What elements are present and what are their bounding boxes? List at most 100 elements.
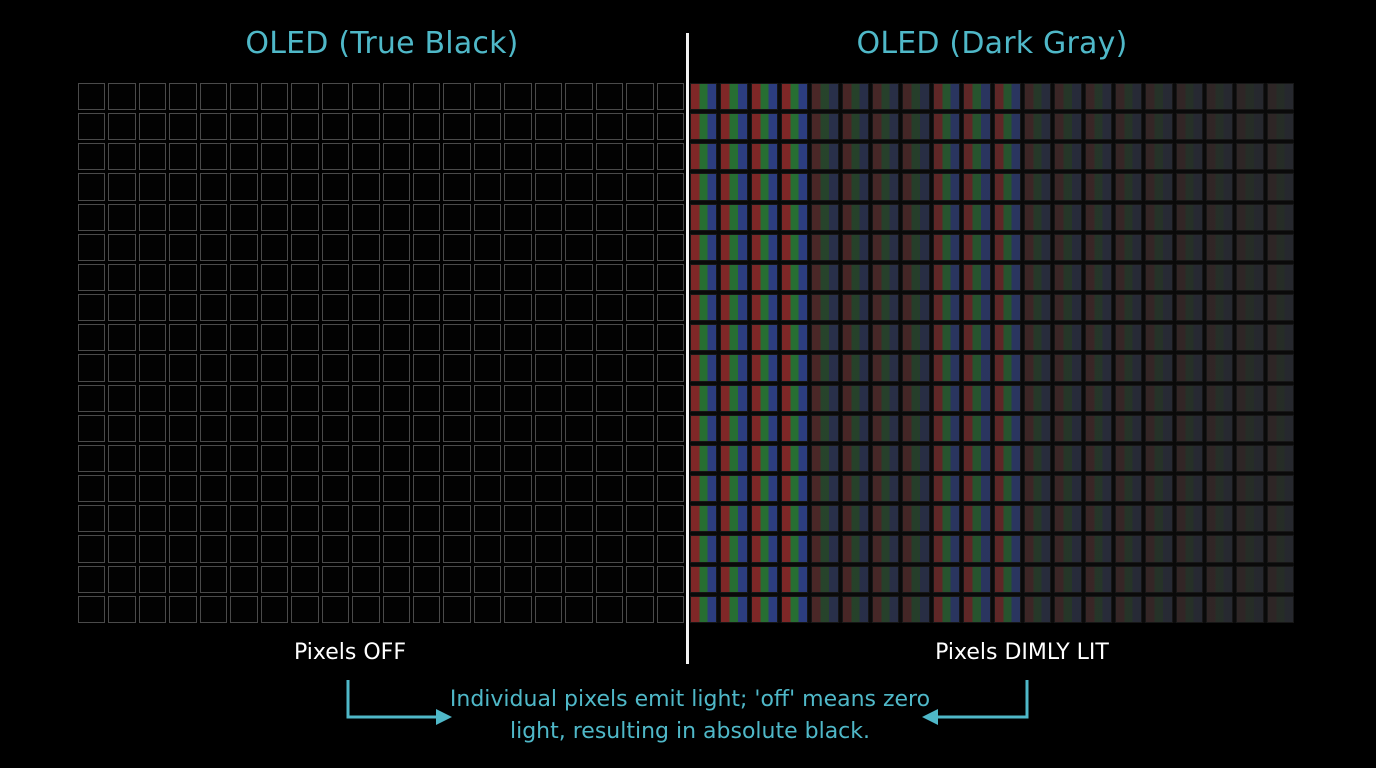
pixel-off bbox=[412, 595, 441, 623]
pixel-off bbox=[108, 173, 136, 201]
pixel-dimly-lit bbox=[781, 83, 809, 111]
pixel-off bbox=[169, 384, 197, 412]
pixel-off bbox=[78, 414, 106, 442]
pixel-off bbox=[504, 414, 532, 442]
pixel-off bbox=[565, 505, 593, 533]
pixel-dimly-lit bbox=[1084, 505, 1112, 533]
pixel-dimly-lit bbox=[1266, 294, 1294, 322]
pixel-dimly-lit bbox=[750, 475, 779, 503]
pixel-dimly-lit bbox=[841, 475, 870, 503]
pixel-dimly-lit bbox=[1084, 294, 1112, 322]
pixel-off bbox=[595, 233, 624, 261]
pixel-off bbox=[352, 203, 380, 231]
pixel-off bbox=[199, 83, 228, 111]
pixel-off bbox=[108, 203, 136, 231]
pixel-dimly-lit bbox=[1175, 113, 1203, 141]
pixel-dimly-lit bbox=[872, 294, 900, 322]
pixel-off bbox=[534, 203, 563, 231]
pixel-off bbox=[595, 324, 624, 352]
pixel-dimly-lit bbox=[781, 143, 809, 171]
pixel-off bbox=[443, 354, 471, 382]
pixel-dimly-lit bbox=[963, 475, 991, 503]
pixel-dimly-lit bbox=[1236, 354, 1264, 382]
pixel-dimly-lit bbox=[1054, 475, 1082, 503]
pixel-dimly-lit bbox=[1175, 324, 1203, 352]
pixel-off bbox=[260, 294, 289, 322]
pixel-off bbox=[443, 233, 471, 261]
pixel-dimly-lit bbox=[902, 414, 930, 442]
pixel-dimly-lit bbox=[993, 173, 1021, 201]
pixel-off bbox=[169, 354, 197, 382]
pixel-off bbox=[230, 414, 258, 442]
pixel-off bbox=[412, 233, 441, 261]
pixel-off bbox=[199, 444, 228, 473]
pixel-dimly-lit bbox=[902, 263, 930, 292]
pixel-off bbox=[352, 324, 380, 352]
pixel-off bbox=[352, 595, 380, 623]
pixel-dimly-lit bbox=[1266, 595, 1294, 623]
pixel-dimly-lit bbox=[932, 505, 961, 533]
pixel-off bbox=[382, 535, 410, 563]
pixel-off bbox=[108, 263, 136, 292]
pixel-dimly-lit bbox=[963, 414, 991, 442]
pixel-off bbox=[565, 444, 593, 473]
pixel-off bbox=[199, 475, 228, 503]
pixel-dimly-lit bbox=[1054, 143, 1082, 171]
pixel-dimly-lit bbox=[902, 505, 930, 533]
pixel-off bbox=[291, 173, 319, 201]
pixel-off bbox=[321, 535, 350, 563]
pixel-dimly-lit bbox=[1054, 324, 1082, 352]
pixel-dimly-lit bbox=[1054, 263, 1082, 292]
pixel-off bbox=[565, 83, 593, 111]
pixel-off bbox=[78, 354, 106, 382]
pixel-off bbox=[108, 565, 136, 593]
pixel-off bbox=[656, 203, 684, 231]
pixel-off bbox=[352, 173, 380, 201]
pixel-dimly-lit bbox=[963, 565, 991, 593]
pixel-dimly-lit bbox=[1205, 354, 1234, 382]
pixel-off bbox=[565, 203, 593, 231]
pixel-dimly-lit bbox=[1266, 83, 1294, 111]
pixel-dimly-lit bbox=[750, 83, 779, 111]
pixel-off bbox=[199, 173, 228, 201]
pixel-off bbox=[626, 294, 654, 322]
pixel-off bbox=[382, 565, 410, 593]
pixel-off bbox=[534, 294, 563, 322]
pixel-dimly-lit bbox=[1266, 143, 1294, 171]
pixel-dimly-lit bbox=[993, 83, 1021, 111]
pixel-dimly-lit bbox=[720, 414, 748, 442]
pixel-dimly-lit bbox=[811, 83, 839, 111]
pixel-dimly-lit bbox=[1175, 595, 1203, 623]
pixel-dimly-lit bbox=[902, 354, 930, 382]
pixel-off bbox=[199, 233, 228, 261]
pixel-dimly-lit bbox=[932, 475, 961, 503]
pixel-off bbox=[565, 143, 593, 171]
pixel-dimly-lit bbox=[1023, 444, 1052, 473]
pixel-off bbox=[382, 354, 410, 382]
pixel-off bbox=[138, 83, 167, 111]
pixel-off bbox=[169, 324, 197, 352]
pixel-dimly-lit bbox=[1205, 505, 1234, 533]
pixel-dimly-lit bbox=[1175, 535, 1203, 563]
pixel-off bbox=[565, 324, 593, 352]
pixel-dimly-lit bbox=[690, 113, 718, 141]
pixel-dimly-lit bbox=[1266, 414, 1294, 442]
pixel-dimly-lit bbox=[963, 263, 991, 292]
pixel-off bbox=[565, 173, 593, 201]
pixel-off bbox=[595, 203, 624, 231]
pixel-off bbox=[321, 203, 350, 231]
pixel-dimly-lit bbox=[932, 113, 961, 141]
pixel-off bbox=[260, 143, 289, 171]
pixel-off bbox=[473, 83, 502, 111]
pixel-off bbox=[199, 113, 228, 141]
pixel-off bbox=[443, 384, 471, 412]
pixel-dimly-lit bbox=[1175, 294, 1203, 322]
pixel-off bbox=[504, 505, 532, 533]
pixel-off bbox=[656, 414, 684, 442]
pixel-off bbox=[534, 263, 563, 292]
pixel-off bbox=[321, 354, 350, 382]
pixel-off bbox=[626, 384, 654, 412]
pixel-off bbox=[412, 414, 441, 442]
pixel-dimly-lit bbox=[963, 203, 991, 231]
pixel-off bbox=[291, 324, 319, 352]
